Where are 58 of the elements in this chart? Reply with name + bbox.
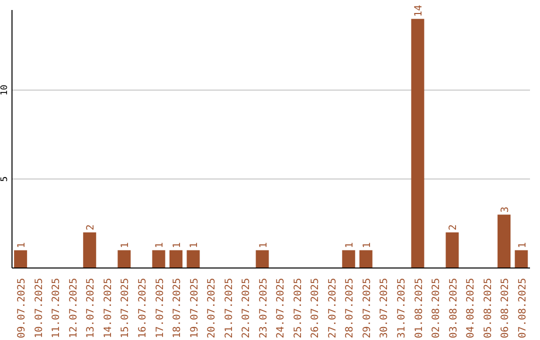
x-tick-label: 21.07.2025 — [224, 278, 235, 338]
x-tick-label: 28.07.2025 — [344, 278, 356, 338]
x-tick-label: 16.07.2025 — [138, 278, 148, 338]
x-tick-label: 02.08.2025 — [431, 278, 442, 338]
data-label: 1 — [172, 242, 183, 248]
bar — [446, 232, 459, 268]
x-tick-label: 11.07.2025 — [51, 278, 62, 338]
x-tick-label: 05.08.2025 — [482, 278, 494, 338]
x-tick-label: 24.07.2025 — [276, 278, 287, 338]
bar — [118, 250, 131, 268]
data-label: 14 — [414, 4, 425, 17]
x-tick-label: 14.07.2025 — [102, 278, 114, 338]
x-tick-label: 06.08.2025 — [500, 278, 512, 338]
bar — [342, 250, 356, 268]
data-label: 2 — [86, 224, 97, 230]
bar — [169, 250, 182, 268]
data-label: 1 — [344, 242, 356, 248]
x-tick-label: 15.07.2025 — [120, 278, 132, 338]
x-tick-label: 12.07.2025 — [68, 278, 80, 338]
x-tick-label: 30.07.2025 — [379, 278, 390, 338]
x-tick-label: 18.07.2025 — [172, 278, 184, 338]
x-tick-label: 01.08.2025 — [414, 278, 425, 338]
data-label: 3 — [500, 206, 512, 213]
x-tick-label: 10.07.2025 — [34, 278, 45, 338]
x-tick-label: 03.08.2025 — [448, 278, 460, 338]
x-tick-label: 29.07.2025 — [362, 278, 373, 338]
x-tick-label: 25.07.2025 — [292, 278, 304, 338]
bar — [14, 250, 28, 268]
x-tick-label: 20.07.2025 — [206, 278, 218, 338]
bar — [152, 250, 166, 268]
bar — [256, 250, 269, 268]
data-label: 1 — [362, 242, 373, 248]
y-tick-label: 5 — [0, 176, 10, 182]
data-label: 1 — [258, 242, 270, 248]
data-label: 1 — [189, 242, 200, 248]
data-label: 1 — [120, 242, 132, 248]
data-label: 1 — [16, 242, 28, 248]
x-tick-label: 17.07.2025 — [154, 278, 166, 338]
bar — [83, 232, 96, 268]
bar — [514, 250, 528, 268]
x-tick-label: 19.07.2025 — [189, 278, 200, 338]
x-tick-label: 31.07.2025 — [396, 278, 408, 338]
y-tick-label: 10 — [0, 84, 10, 96]
x-tick-label: 13.07.2025 — [86, 278, 97, 338]
bar — [411, 18, 424, 268]
bar — [498, 214, 511, 268]
x-tick-label: 26.07.2025 — [310, 278, 322, 338]
x-tick-label: 22.07.2025 — [241, 278, 252, 338]
x-tick-label: 04.08.2025 — [466, 278, 477, 338]
data-label: 1 — [154, 242, 166, 248]
data-label: 1 — [517, 242, 528, 248]
x-tick-label: 07.08.2025 — [517, 278, 528, 338]
x-tick-label: 27.07.2025 — [327, 278, 338, 338]
x-tick-label: 23.07.2025 — [258, 278, 270, 338]
bar — [359, 250, 372, 268]
x-tick-label: 09.07.2025 — [16, 278, 28, 338]
bar — [186, 250, 200, 268]
data-label: 2 — [448, 224, 460, 230]
